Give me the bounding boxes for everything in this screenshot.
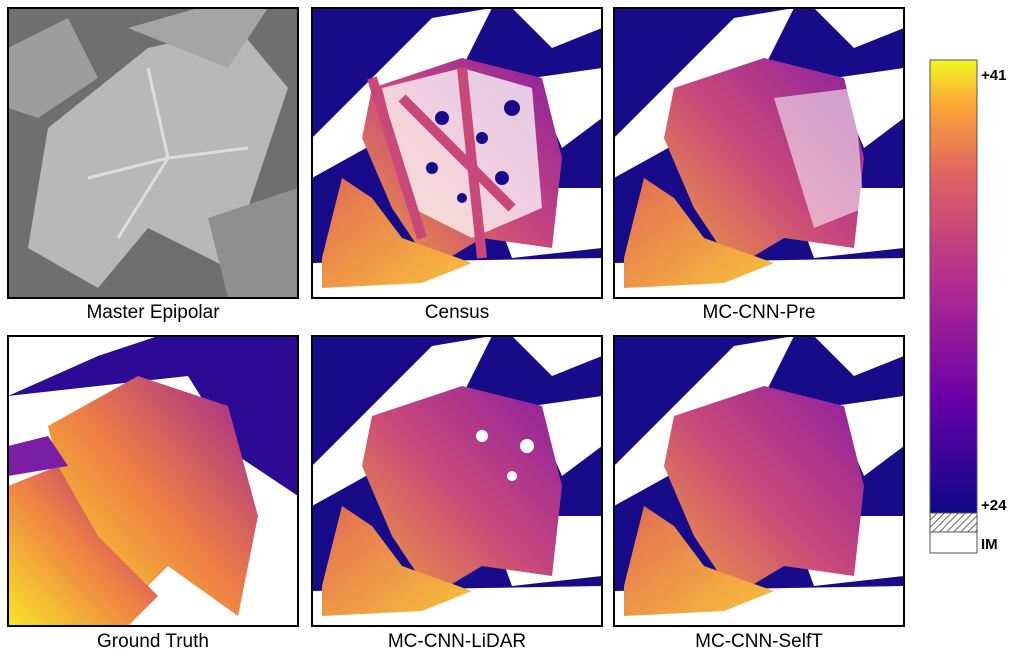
image [8,8,298,298]
colorbar: +41 +24 IM [930,60,1007,553]
caption: Census [425,302,489,323]
colorbar-min-label: +24 [981,497,1007,514]
colorbar-invalid-label: IM [981,536,998,553]
figure: Master Epipolar Census MC-CNN-Pre [0,0,1015,661]
panel-census: Census [312,8,602,323]
caption: MC-CNN-Pre [703,302,816,323]
panel-mc-cnn-pre: MC-CNN-Pre [614,8,904,323]
caption: MC-CNN-LiDAR [388,631,526,652]
image [312,336,602,626]
caption: Ground Truth [97,631,209,652]
colorbar-max-label: +41 [981,67,1006,84]
colorbar-invalid [930,532,977,553]
caption: MC-CNN-SelfT [695,631,823,652]
colorbar-hatch [930,513,977,532]
image [312,8,602,298]
panel-mc-cnn-selft: MC-CNN-SelfT [614,336,904,652]
image [614,336,904,626]
image [8,336,298,626]
panel-mc-cnn-lidar: MC-CNN-LiDAR [312,336,602,652]
colorbar-gradient [930,60,977,513]
panel-master-epipolar: Master Epipolar [8,8,298,323]
image [614,8,904,298]
caption: Master Epipolar [86,302,220,323]
panel-ground-truth: Ground Truth [8,336,298,652]
